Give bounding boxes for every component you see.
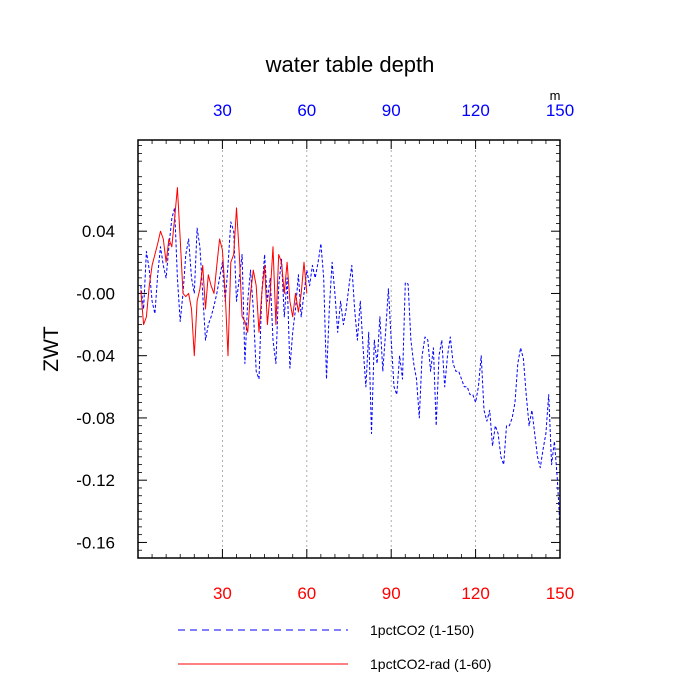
legend: 1pctCO2 (1-150) 1pctCO2-rad (1-60) — [178, 622, 491, 672]
x-tick-label-bottom: 150 — [546, 584, 574, 603]
x-tick-label-bottom: 60 — [297, 584, 316, 603]
legend-label-1pctco2: 1pctCO2 (1-150) — [370, 622, 474, 638]
series-lines — [140, 187, 561, 527]
y-axis-label: ZWT — [40, 326, 63, 372]
y-tick-label: -0.08 — [76, 409, 115, 428]
y-tick-label: -0.12 — [76, 471, 115, 490]
x-tick-label-bottom: 120 — [461, 584, 489, 603]
x-tick-label-top: 150 — [546, 101, 574, 120]
x-tick-label-bottom: 30 — [213, 584, 232, 603]
y-tick-label: -0.16 — [76, 533, 115, 552]
x-tick-label-top: 90 — [382, 101, 401, 120]
x-tick-label-top: 60 — [297, 101, 316, 120]
series-line-1pctco2 — [140, 207, 561, 527]
series-line-1pctco2-rad — [140, 187, 308, 357]
axis-ticks: 30 30 60 60 90 90 120 120 150 150 0.04 -0.00 -0.04 -0… — [76, 101, 574, 603]
chart-title: water table depth — [265, 52, 435, 77]
x-tick-label-top: 120 — [461, 101, 489, 120]
y-tick-label: -0.00 — [76, 284, 115, 303]
x-tick-label-bottom: 90 — [382, 584, 401, 603]
y-tick-label: 0.04 — [82, 222, 115, 241]
legend-label-1pctco2-rad: 1pctCO2-rad (1-60) — [370, 656, 491, 672]
x-tick-label-top: 30 — [213, 101, 232, 120]
x-gridlines — [221, 140, 477, 558]
y-tick-label: -0.04 — [76, 347, 115, 366]
plot-frame — [137, 139, 561, 559]
units-label: m — [550, 88, 561, 103]
